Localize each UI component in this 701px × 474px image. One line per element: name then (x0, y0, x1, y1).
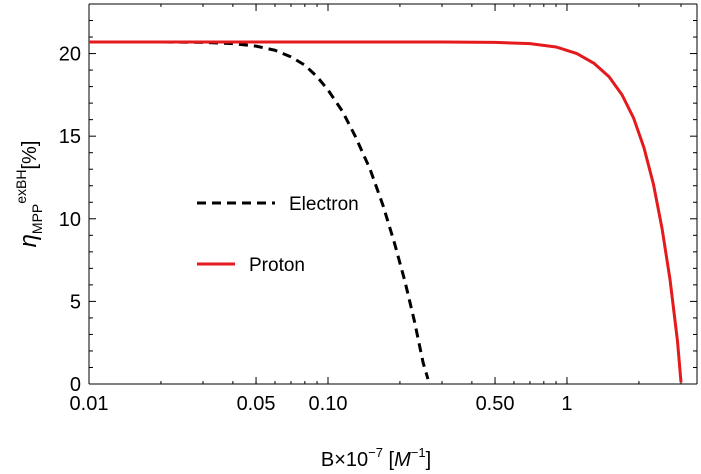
y-tick-label: 15 (59, 126, 81, 148)
legend-label-proton: Proton (249, 255, 305, 276)
legend: Electron Proton (197, 194, 359, 276)
y-axis-title-subscript: MPP (29, 204, 45, 234)
y-tick-label: 5 (70, 291, 81, 313)
x-axis-title-exponent: −7 (368, 445, 383, 460)
x-axis-title-unit-var: M (394, 449, 411, 471)
x-tick-label: 0.50 (476, 393, 515, 415)
x-ticks: 0.01 0.05 0.10 0.50 1 (70, 4, 682, 415)
x-tick-label: 0.05 (237, 393, 276, 415)
x-axis-title-unit-exponent: −1 (411, 445, 426, 460)
x-axis-title: B×10−7 [M−1] (321, 445, 431, 471)
legend-label-electron: Electron (289, 194, 359, 215)
x-tick-label: 0.01 (70, 393, 109, 415)
y-axis-title-unit: [%] (19, 141, 41, 170)
x-tick-label: 0.10 (309, 393, 348, 415)
series-layer (89, 40, 683, 383)
y-axis-title-symbol: η (15, 234, 42, 247)
x-tick-label: 1 (561, 393, 572, 415)
x-axis-title-unit-close: ] (426, 449, 432, 471)
y-ticks: 0 5 10 15 20 (59, 3, 697, 396)
y-axis-title: ηMPPexBH[%] (13, 141, 45, 248)
y-axis-title-superscript: exBH (13, 170, 29, 204)
y-tick-label: 0 (70, 374, 81, 396)
x-axis-title-main: B×10 (321, 449, 368, 471)
plot-frame (88, 3, 698, 385)
y-tick-label: 20 (59, 44, 81, 66)
series-line-electron (89, 40, 430, 380)
x-axis-title-unit-open: [ (383, 449, 395, 471)
y-tick-label: 10 (59, 209, 81, 231)
series-line-proton (89, 40, 683, 383)
